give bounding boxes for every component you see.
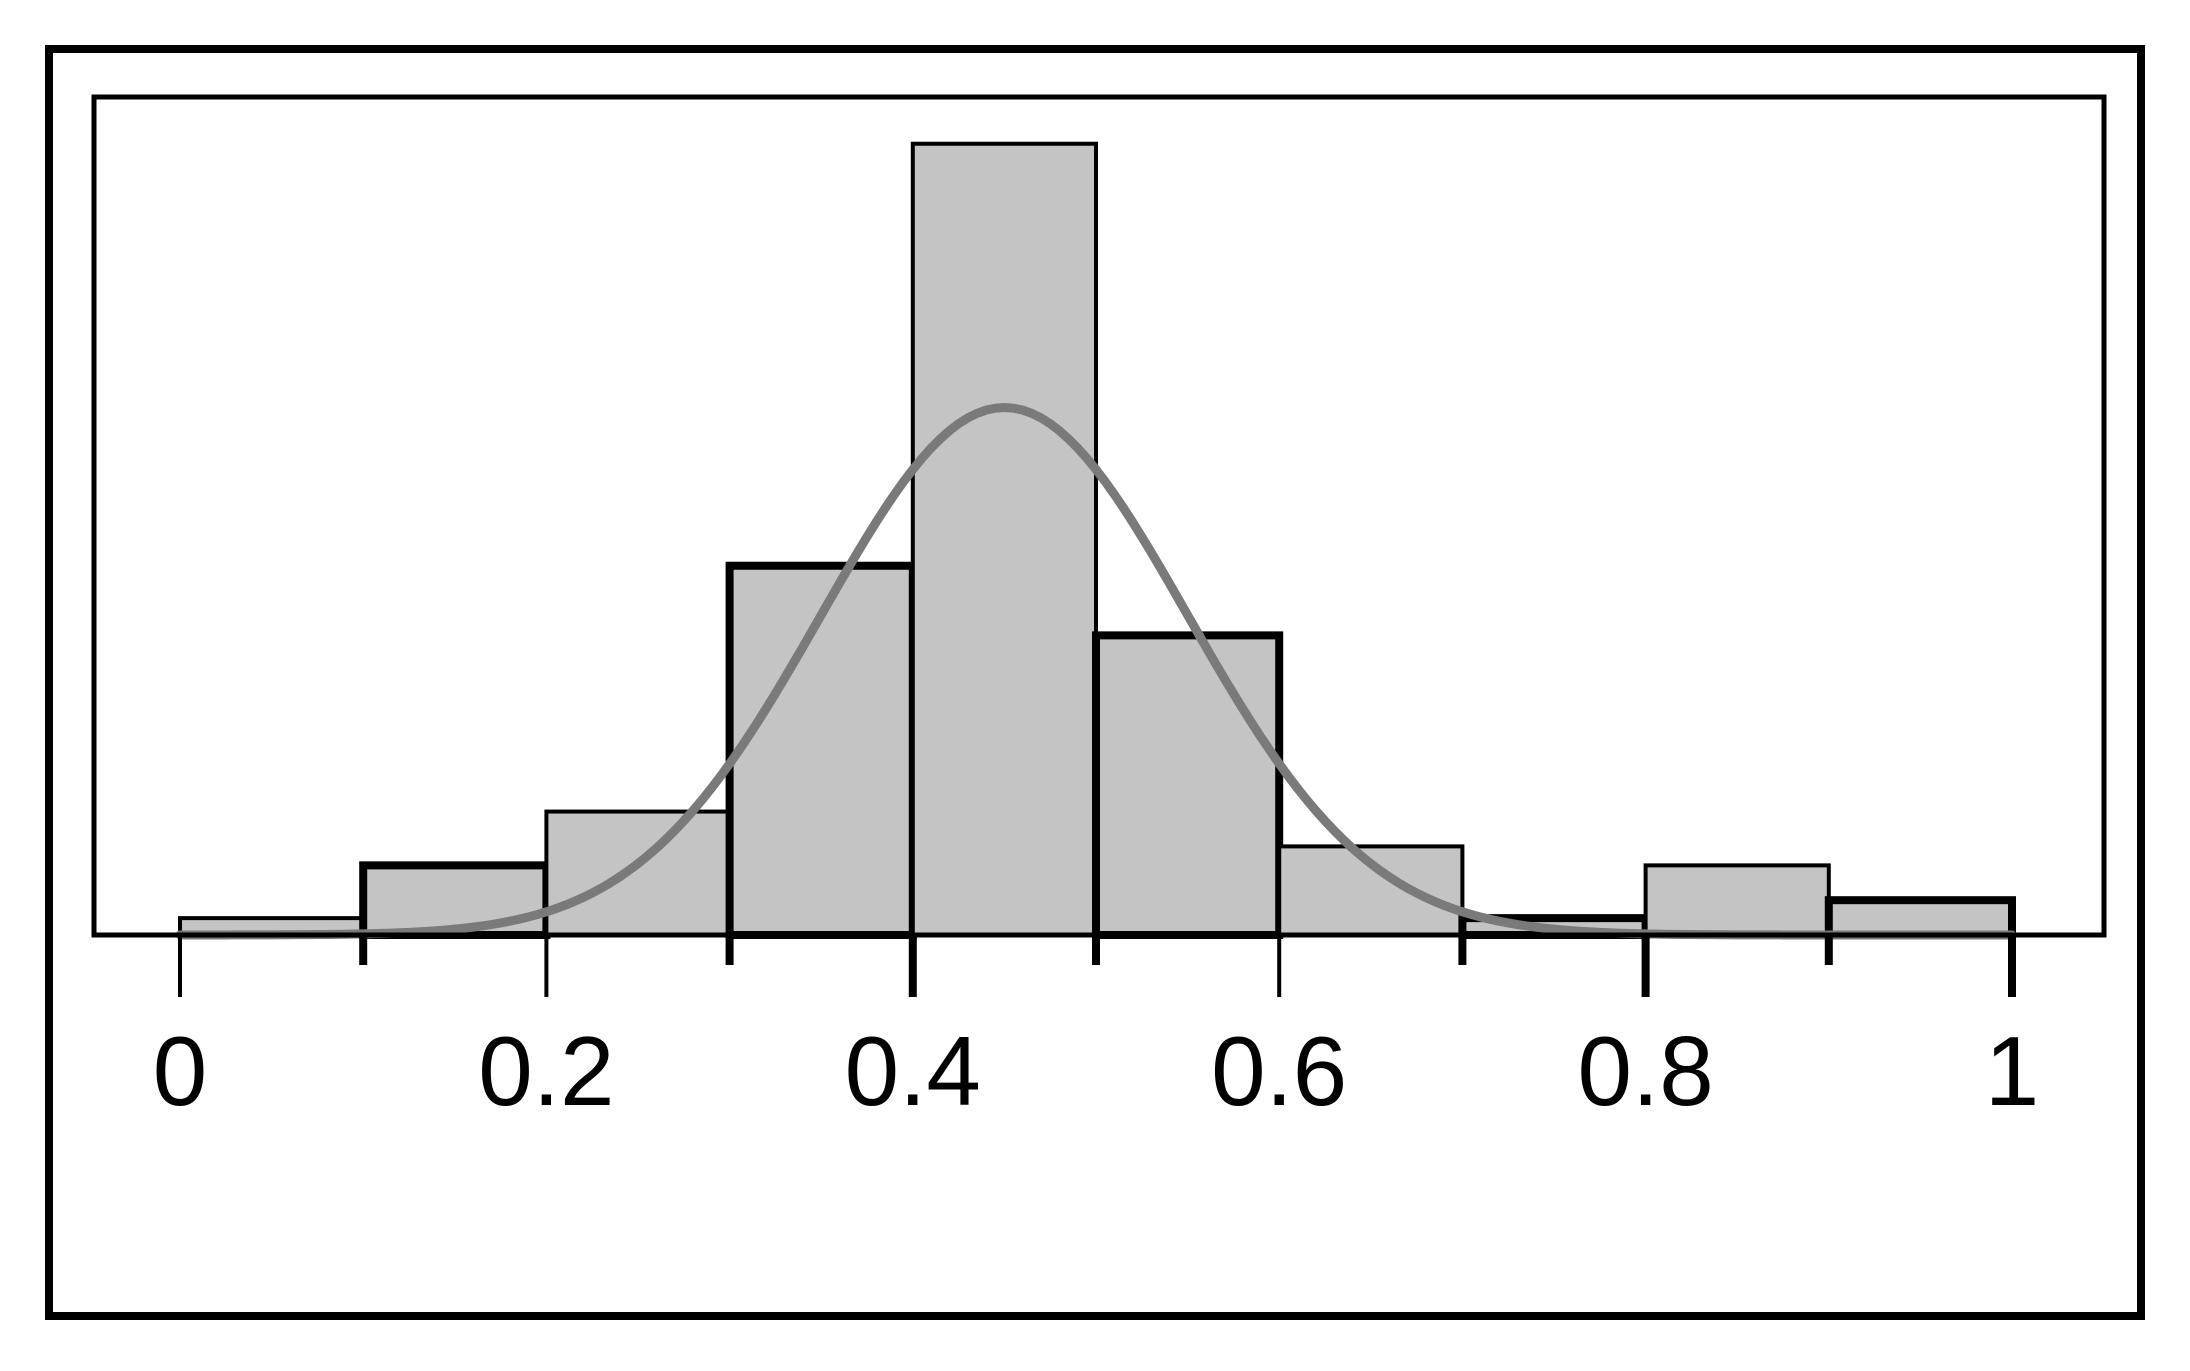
histogram-bar — [1824, 896, 2017, 939]
x-tick-label: 0.8 — [1577, 1016, 1713, 1126]
histogram-bar — [359, 861, 551, 939]
histogram-bar — [1092, 631, 1284, 939]
x-axis-tick-labels: 0 0.2 0.4 0.6 0.8 1 — [153, 1016, 2040, 1126]
x-axis-ticks — [178, 935, 2016, 997]
x-tick-label: 0.2 — [478, 1016, 614, 1126]
x-tick-label: 0.4 — [845, 1016, 981, 1126]
histogram-bar — [1643, 863, 1831, 937]
histogram-bars — [178, 141, 2017, 939]
x-tick-label: 0.6 — [1211, 1016, 1347, 1126]
histogram-bar — [544, 809, 732, 937]
histogram-bar — [910, 141, 1098, 937]
x-tick-label: 1 — [1985, 1016, 2040, 1126]
x-tick-label: 0 — [153, 1016, 208, 1126]
